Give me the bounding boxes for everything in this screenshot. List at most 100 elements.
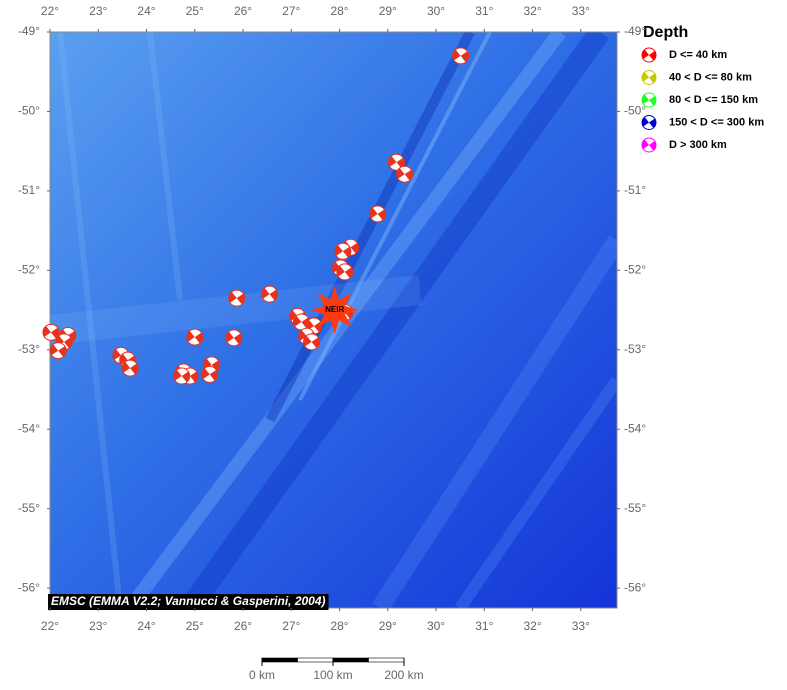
beachball-quadrant [344,267,353,279]
legend-label: 80 < D <= 150 km [669,94,758,106]
beachball-quadrant [261,287,270,299]
beachball-quadrant [649,51,656,61]
event-beachball [228,289,246,307]
relief [50,32,617,608]
scale-segment [261,657,298,663]
lat-label-left: -54° [18,421,40,435]
beachball-quadrant [311,337,320,349]
beachball-quadrant [649,73,656,83]
lon-label-top: 28° [330,4,348,18]
lon-label-bottom: 31° [475,619,493,633]
beachball-quadrant [642,94,649,104]
lon-label-top: 23° [89,4,107,18]
event-beachball [303,333,321,351]
beachball-quadrant [201,368,210,379]
lat-label-right: -52° [624,263,646,277]
legend-symbol [641,47,657,63]
lon-label-top: 30° [427,4,445,18]
beachball-quadrant [194,332,203,344]
lon-label-top: 24° [137,4,155,18]
lon-label-top: 33° [572,4,590,18]
beachball-quadrant [189,371,198,383]
legend-label: 40 < D <= 80 km [669,71,752,83]
event-beachball [387,153,405,171]
legend-label: 150 < D <= 300 km [669,116,764,128]
event-beachball [261,285,279,303]
lat-label-left: -49° [18,24,40,38]
lon-label-bottom: 22° [41,619,59,633]
beachball-quadrant [369,207,378,219]
lat-label-right: -49° [624,24,646,38]
scale-segment [332,657,369,663]
lon-label-bottom: 25° [186,619,204,633]
beachball-quadrant [649,118,656,128]
legend-symbol [641,70,657,85]
scale-label: 0 km [249,668,275,682]
beachball-quadrant [388,156,397,167]
beachball-quadrant [377,209,386,221]
lon-label-top: 26° [234,4,252,18]
legend-label: D <= 40 km [669,49,727,61]
event-beachball [334,242,352,260]
legend-title: Depth [643,24,688,41]
beachball-quadrant [67,330,76,342]
beachball-quadrant [58,346,67,357]
map-frame [49,31,618,609]
beachball-quadrant [649,96,656,106]
beachball-quadrant [305,319,314,331]
scale-segment [368,657,405,663]
lon-label-bottom: 23° [89,619,107,633]
event-beachball [173,367,191,385]
lon-label-top: 27° [282,4,300,18]
lat-label-right: -53° [624,342,646,356]
scale-label: 200 km [384,668,423,682]
beachball-quadrant [63,337,72,349]
beachball-quadrant [225,331,234,343]
lat-label-left: -55° [18,501,40,515]
lon-label-top: 29° [379,4,397,18]
beachball-quadrant [211,360,220,372]
lat-label-right: -56° [624,580,646,594]
beachball-quadrant [119,353,128,365]
beachball-quadrant [334,245,343,256]
beachball-quadrant [173,369,182,381]
event-beachball [49,342,67,360]
beachball-quadrant [642,117,649,127]
event-beachball [201,365,219,383]
scale-segment [297,657,334,663]
beachball-quadrant [642,49,649,59]
event-beachball [225,329,243,347]
legend-label: D > 300 km [669,139,727,151]
beachball-quadrant [642,139,649,149]
lon-label-bottom: 32° [523,619,541,633]
lat-label-right: -55° [624,501,646,515]
beachball-quadrant [233,333,242,345]
event-beachball [42,323,60,341]
beachball-quadrant [452,49,461,61]
lon-label-bottom: 29° [379,619,397,633]
lon-label-bottom: 33° [572,619,590,633]
lon-label-top: 32° [523,4,541,18]
lon-label-bottom: 27° [282,619,300,633]
lat-label-right: -51° [624,183,646,197]
beachball-quadrant [289,310,298,321]
station-star [310,286,359,335]
event-beachball [369,205,387,223]
beachball-quadrant [50,344,59,356]
legend-symbol [641,92,657,108]
beachball-quadrant [460,51,469,63]
beachball-quadrant [50,327,59,339]
lon-label-bottom: 28° [330,619,348,633]
lat-label-right: -54° [624,421,646,435]
lon-label-bottom: 24° [137,619,155,633]
beachball-quadrant [236,293,245,305]
event-beachball [396,165,414,183]
lat-label-left: -53° [18,342,40,356]
legend-symbol [641,115,657,130]
event-beachball [186,328,204,346]
beachball-quadrant [303,335,312,347]
beachball-quadrant [642,72,649,82]
event-beachball [121,359,139,377]
beachball-quadrant [404,169,413,181]
